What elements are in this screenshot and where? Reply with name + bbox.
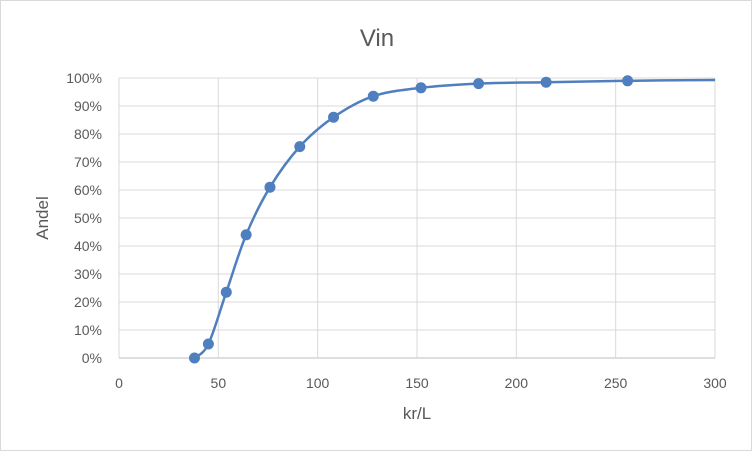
x-tick-label: 150 [405, 375, 429, 391]
data-point [415, 82, 427, 94]
x-tick-label: 0 [115, 375, 123, 391]
gridlines [118, 77, 716, 359]
data-series [188, 75, 716, 364]
y-tick-label: 80% [74, 126, 102, 142]
data-point [220, 286, 232, 298]
y-tick-label: 0% [82, 350, 102, 366]
x-axis-ticks: 0 50 100 150 200 250 300 [115, 375, 727, 391]
y-tick-label: 70% [74, 154, 102, 170]
x-tick-label: 250 [604, 375, 628, 391]
x-tick-label: 300 [703, 375, 727, 391]
y-tick-label: 60% [74, 182, 102, 198]
y-tick-label: 40% [74, 238, 102, 254]
x-axis-title: kr/L [403, 404, 431, 423]
data-point [240, 229, 252, 241]
y-tick-label: 20% [74, 294, 102, 310]
y-tick-label: 30% [74, 266, 102, 282]
x-tick-label: 200 [505, 375, 529, 391]
x-tick-label: 50 [211, 375, 227, 391]
chart-title: Vin [360, 25, 394, 52]
x-tick-label: 100 [306, 375, 330, 391]
data-point [188, 352, 200, 364]
data-point [622, 75, 634, 87]
data-point [367, 90, 379, 102]
y-tick-label: 100% [66, 70, 102, 86]
data-point [328, 111, 340, 123]
series-line [193, 78, 716, 359]
data-point [202, 338, 214, 350]
data-point [540, 76, 552, 88]
y-axis-title: Andel [33, 196, 52, 239]
data-point [264, 181, 276, 193]
data-point [473, 78, 485, 90]
data-point [294, 141, 306, 153]
y-tick-label: 10% [74, 322, 102, 338]
y-tick-label: 50% [74, 210, 102, 226]
y-tick-label: 90% [74, 98, 102, 114]
y-axis-ticks: 0% 10% 20% 30% 40% 50% 60% 70% 80% 90% 100% [66, 70, 102, 366]
